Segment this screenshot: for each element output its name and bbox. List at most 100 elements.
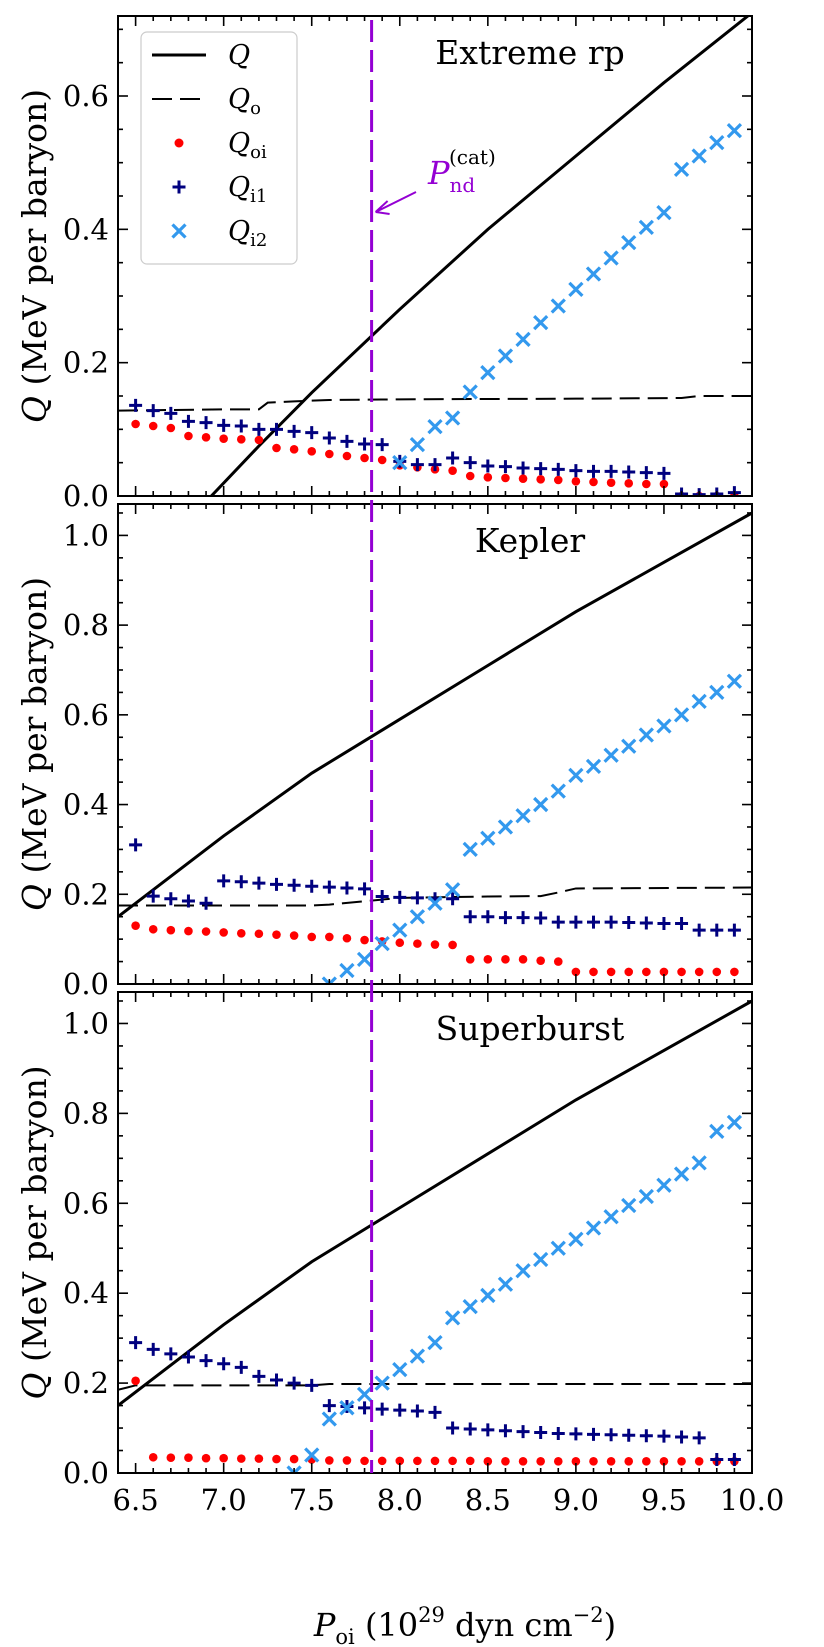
point-qoi — [272, 1455, 281, 1464]
point-qi1 — [640, 1429, 653, 1442]
point-qoi — [607, 478, 616, 487]
point-qoi — [448, 941, 457, 950]
legend: QQoQoiQi1Qi2 — [141, 32, 297, 264]
point-qoi — [536, 1457, 545, 1466]
point-qi2 — [481, 832, 494, 845]
point-qi1 — [605, 1428, 618, 1441]
point-qi1 — [446, 1422, 459, 1435]
point-qi2 — [552, 300, 565, 313]
point-qoi — [413, 939, 422, 948]
point-qoi — [642, 968, 651, 977]
panel-title: Extreme rp — [435, 33, 624, 72]
point-qoi — [466, 472, 475, 481]
point-qi2 — [534, 316, 547, 329]
series-qo-line — [118, 396, 752, 411]
y-tick-label: 0.2 — [63, 877, 109, 911]
point-qoi — [484, 473, 493, 482]
point-qoi — [519, 1457, 528, 1466]
point-qoi — [167, 1453, 176, 1462]
point-qi2 — [552, 1242, 565, 1255]
point-qoi — [431, 940, 440, 949]
point-qi1 — [552, 1427, 565, 1440]
point-qi1 — [464, 456, 477, 469]
point-qoi — [149, 1453, 158, 1462]
panel-title: Kepler — [475, 521, 586, 560]
point-qi1 — [481, 910, 494, 923]
point-qi2 — [710, 686, 723, 699]
legend-label-symbol: Q — [228, 172, 250, 203]
point-qi1 — [499, 460, 512, 473]
point-qoi — [607, 1457, 616, 1466]
point-qi2 — [429, 420, 442, 433]
point-qi1 — [728, 1453, 741, 1466]
point-qi2 — [640, 221, 653, 234]
series-qo-line — [118, 1384, 752, 1390]
point-qi2 — [481, 366, 494, 379]
point-qi2 — [728, 124, 741, 137]
point-qi1 — [252, 423, 265, 436]
point-qi1 — [569, 916, 582, 929]
point-qi2 — [464, 1300, 477, 1313]
point-qoi — [572, 477, 581, 486]
point-qoi — [202, 433, 211, 442]
y-axis-label-symbol: Q — [15, 386, 54, 424]
y-tick-label: 1.0 — [63, 518, 109, 552]
x-tick-label: 10.0 — [720, 1483, 785, 1517]
point-qi1 — [569, 1427, 582, 1440]
point-qoi — [378, 456, 387, 465]
point-qoi — [624, 1457, 633, 1466]
point-qoi — [290, 445, 299, 454]
y-tick-label: 0.4 — [63, 788, 109, 822]
point-qi1 — [358, 1401, 371, 1414]
point-qoi — [519, 474, 528, 483]
point-qoi — [466, 955, 475, 964]
point-qoi — [484, 955, 493, 964]
point-qi1 — [429, 458, 442, 471]
point-qi2 — [728, 1116, 741, 1129]
y-tick-label: 0.0 — [63, 479, 109, 513]
point-qi1 — [182, 415, 195, 428]
point-qi1 — [340, 435, 353, 448]
point-qi2 — [517, 1264, 530, 1277]
point-qi2 — [358, 953, 371, 966]
point-qi2 — [517, 809, 530, 822]
point-qi1 — [710, 1453, 723, 1466]
panel-extreme-rp: 0.00.20.40.6Extreme rpQ (MeV per baryon) — [15, 13, 752, 513]
point-qi2 — [605, 749, 618, 762]
point-qi1 — [305, 1379, 318, 1392]
series-q-line — [118, 513, 752, 917]
point-qi1 — [693, 924, 706, 937]
panel-frame — [118, 504, 752, 984]
point-qi1 — [569, 464, 582, 477]
point-qi2 — [411, 438, 424, 451]
point-qi2 — [499, 1278, 512, 1291]
point-qi2 — [728, 675, 741, 688]
point-qoi — [272, 444, 281, 453]
x-axis-label: Poi (1029 dyn cm−2) — [313, 1603, 616, 1647]
point-qoi — [167, 926, 176, 935]
point-qi2 — [393, 1363, 406, 1376]
point-qi2 — [605, 252, 618, 265]
point-qoi — [131, 1377, 140, 1386]
point-qoi — [325, 1456, 334, 1465]
y-axis-label-units: (MeV per baryon) — [15, 1065, 54, 1362]
point-qi1 — [640, 916, 653, 929]
point-qoi — [307, 933, 316, 942]
panel-title: Superburst — [436, 1009, 625, 1048]
legend-swatch-dot — [175, 139, 184, 148]
y-axis-label: Q (MeV per baryon) — [15, 1065, 54, 1399]
point-qi1 — [622, 1429, 635, 1442]
point-qoi — [624, 479, 633, 488]
y-axis-label: Q (MeV per baryon) — [15, 89, 54, 423]
point-qi2 — [499, 820, 512, 833]
x-tick-label: 9.5 — [641, 1483, 687, 1517]
point-qi1 — [164, 892, 177, 905]
point-qoi — [695, 1457, 704, 1466]
annotation-arrow — [376, 192, 416, 214]
point-qi2 — [393, 924, 406, 937]
point-qi2 — [569, 283, 582, 296]
point-qi2 — [587, 268, 600, 281]
point-qi1 — [605, 916, 618, 929]
y-tick-label: 1.0 — [63, 1006, 109, 1040]
point-qi2 — [675, 708, 688, 721]
